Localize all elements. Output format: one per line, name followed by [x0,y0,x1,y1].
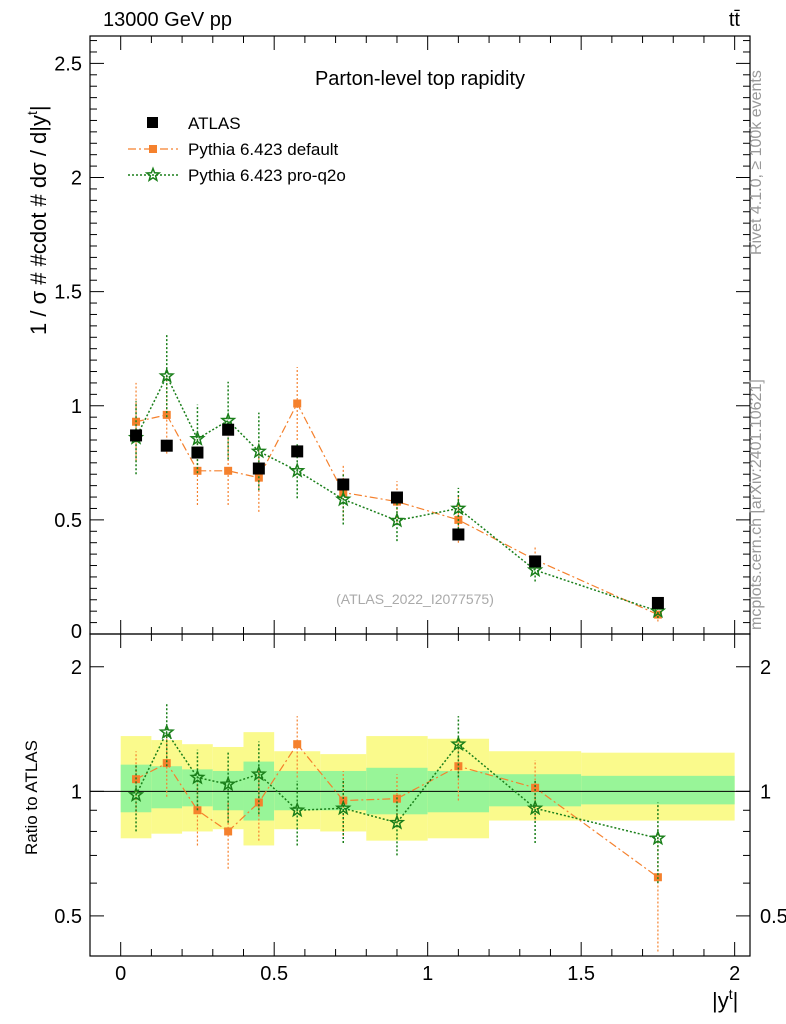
x-tick-label: 0 [115,963,126,985]
proq2o-point [388,511,406,528]
x-tick-label: 0.5 [260,963,288,985]
ratio-y-tick-label-right: 0.5 [760,906,786,928]
main-y-tick-label: 2 [71,168,82,190]
ratio-proq2o-point [388,814,406,830]
main-y-axis-label: 1 / σ # #cdot # dσ / d|yt| [24,105,51,335]
legend-atlas-marker [147,117,158,128]
ratio-frame [89,633,751,957]
ratio-y-tick-label: 1 [71,781,82,803]
ratio-proq2o-point [288,801,306,818]
ratio-default-point [224,827,233,836]
main-y-tick-label: 1.5 [54,282,82,304]
x-axis-label-sup: t [729,986,733,1002]
ratio-series-layer [127,703,667,952]
atlas-point [130,429,143,442]
ratio-y-tick-label: 2 [71,657,82,679]
default-point [293,399,302,408]
x-tick-label: 2 [729,963,740,985]
atlas-point [390,491,403,504]
reference-label: (ATLAS_2022_I2077575) [336,591,494,607]
x-axis-label: |yt| [712,986,738,1013]
axes-layer: 0.5 1 1.5 2 2.5 0 0 0.5 1 1.5 2 0.5 0.5 1 1 2 2 [54,35,786,985]
ratio-proq2o-point [526,799,544,816]
ratio-proq2o-point [219,775,237,792]
legend-atlas-label: ATLAS [188,114,241,133]
main-series-layer [127,335,667,622]
atlas-point [191,446,204,459]
atlas-point [337,478,350,491]
proq2o-line [135,374,659,612]
ratio-default-point [454,762,463,771]
main-y-tick-label: 0.5 [54,510,82,532]
legend-default-marker [149,145,157,153]
atlas-point [452,528,465,541]
main-y-axis-label-sup: t [24,111,40,115]
ratio-proq2o-point [335,799,352,816]
default-point [193,466,202,475]
main-y-tick-label-zero: 0 [71,621,82,643]
ratio-y-tick-label-right: 1 [760,781,771,803]
legend-proq2o-marker [144,166,162,182]
ratio-y-axis-label: Ratio to ATLAS [22,740,41,855]
legend: ATLAS Pythia 6.423 default Pythia 6.423 … [128,114,346,185]
ratio-proq2o-point [189,768,206,785]
ratio-proq2o-point [649,829,667,846]
ratio-y-tick-label-right: 2 [760,657,771,679]
mcplots-note: mcplots.cern.ch [arXiv:2401.10621] [748,379,765,630]
ratio-proq2o-point [250,765,268,782]
proq2o-point [288,462,306,478]
proq2o-point [526,561,544,578]
ratio-bands [90,732,750,846]
x-tick-label: 1 [422,963,433,985]
x-tick-label: 1.5 [567,963,595,985]
ratio-default-point [254,798,263,807]
proq2o-point [189,430,206,446]
ratio-default-point [531,783,540,792]
legend-default-label: Pythia 6.423 default [188,140,339,159]
ratio-proq2o-point [450,735,467,752]
legend-proq2o-label: Pythia 6.423 pro-q2o [188,166,346,185]
atlas-point [222,423,235,436]
proq2o-point [219,411,237,428]
ratio-proq2o-point [158,723,175,740]
proq2o-point [158,367,175,384]
process-label: tt̄ [729,9,741,31]
ratio-default-point [162,759,171,768]
atlas-point [160,439,173,452]
main-y-tick-label: 1 [71,396,82,418]
proq2o-point [450,499,467,516]
proq2o-point [649,602,667,619]
default-point [162,410,171,419]
proq2o-point [250,442,268,459]
energy-label: 13000 GeV pp [103,9,232,31]
atlas-point [651,596,664,609]
main-y-tick-label: 2.5 [54,53,82,75]
atlas-point [291,445,304,458]
proq2o-point [335,490,352,507]
ratio-default-point [293,740,302,749]
default-point [224,466,233,475]
atlas-point [529,555,542,568]
ratio-y-tick-label: 0.5 [54,906,82,928]
ratio-proq2o-point [127,786,145,802]
plot-title: Parton-level top rapidity [315,68,525,90]
atlas-point [252,462,265,475]
ratio-proq2o-line [135,730,659,840]
band-inner-bin [581,775,735,805]
rivet-note: Rivet 4.1.0, ≥ 100k events [748,70,765,255]
